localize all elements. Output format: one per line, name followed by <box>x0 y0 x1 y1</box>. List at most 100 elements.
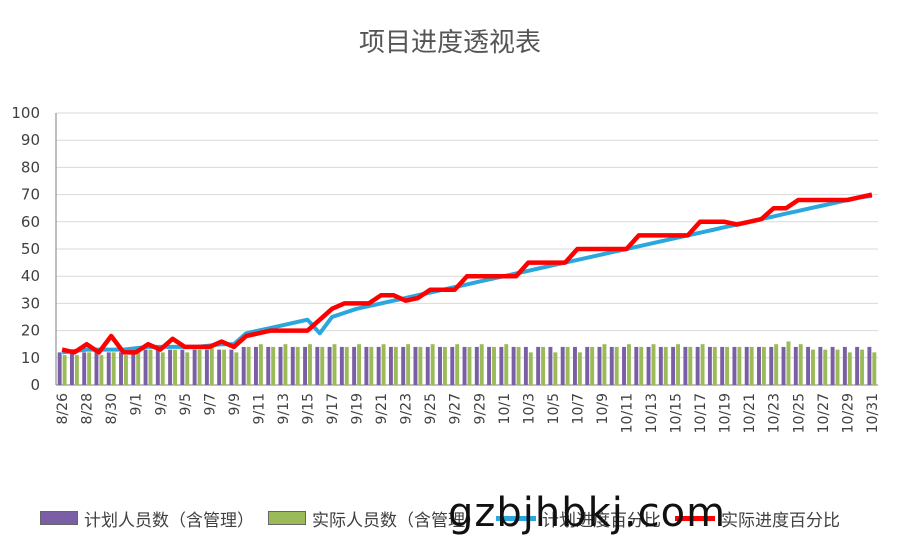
x-tick-label: 9/17 <box>325 393 341 424</box>
bar-planned-staff <box>94 352 99 385</box>
bar-planned-staff <box>622 346 626 385</box>
bar-planned-staff <box>793 346 798 385</box>
bar-planned-staff <box>646 346 651 385</box>
x-tick-label: 10/23 <box>767 393 783 433</box>
x-tick-label: 10/25 <box>791 393 807 433</box>
bar-planned-staff <box>769 346 774 385</box>
bar-actual-staff <box>74 355 79 385</box>
bar-actual-staff <box>258 344 263 385</box>
bar-planned-staff <box>855 346 860 385</box>
bar-actual-staff <box>479 344 484 385</box>
bar-planned-staff <box>217 349 222 385</box>
bar-planned-staff <box>474 346 479 385</box>
bar-planned-staff <box>376 346 381 385</box>
chart-legend: 计划人员数（含管理） 实际人员数（含管理） 计划进度百分比 实际进度百分比 <box>40 504 900 532</box>
bar-actual-staff <box>774 344 779 385</box>
legend-swatch-actual-staff <box>268 511 306 525</box>
bar-planned-staff <box>548 346 553 385</box>
bar-planned-staff <box>511 346 516 385</box>
bar-actual-staff <box>835 349 840 385</box>
bar-planned-staff <box>806 346 811 385</box>
legend-swatch-actual-progress <box>675 515 715 521</box>
bar-actual-staff <box>528 352 533 385</box>
x-tick-label: 10/27 <box>816 393 832 433</box>
bar-actual-staff <box>381 344 386 385</box>
watermark-text: gzbjhbkj.com <box>448 490 727 536</box>
legend-label-planned-progress: 计划进度百分比 <box>542 510 661 531</box>
y-tick-label: 30 <box>21 294 40 312</box>
bar-actual-staff <box>860 349 865 385</box>
x-tick-label: 9/21 <box>374 393 390 424</box>
legend-item-actual-progress: 实际进度百分比 <box>675 506 840 531</box>
bar-actual-staff <box>99 355 104 385</box>
x-tick-label: 9/3 <box>153 393 169 416</box>
y-tick-label: 100 <box>11 104 40 122</box>
bar-actual-staff <box>234 352 239 385</box>
y-tick-label: 90 <box>21 131 40 149</box>
bar-planned-staff <box>388 346 393 385</box>
x-tick-label: 8/26 <box>55 393 71 425</box>
bar-planned-staff <box>254 346 258 385</box>
bar-actual-staff <box>651 344 656 385</box>
bar-planned-staff <box>425 346 430 385</box>
bar-planned-staff <box>609 346 614 385</box>
bar-actual-staff <box>209 346 214 385</box>
bar-planned-staff <box>82 352 87 385</box>
bar-actual-staff <box>492 346 496 385</box>
y-tick-label: 80 <box>21 158 40 176</box>
bar-planned-staff <box>683 346 688 385</box>
bar-actual-staff <box>406 344 411 385</box>
bar-actual-staff <box>577 352 582 385</box>
bar-planned-staff <box>204 349 209 385</box>
bar-planned-staff <box>413 346 418 385</box>
bar-planned-staff <box>364 346 369 385</box>
bar-actual-staff <box>160 352 165 385</box>
bar-planned-staff <box>106 352 111 385</box>
bar-planned-staff <box>339 346 344 385</box>
bar-planned-staff <box>867 346 872 385</box>
x-tick-label: 10/13 <box>644 393 660 433</box>
bar-actual-staff <box>847 352 852 385</box>
x-tick-label: 10/31 <box>865 393 881 433</box>
bar-actual-staff <box>418 346 423 385</box>
bar-planned-staff <box>597 346 602 385</box>
bar-actual-staff <box>798 344 803 385</box>
x-tick-label: 10/9 <box>595 393 611 424</box>
bar-actual-staff <box>725 346 730 385</box>
y-tick-label: 10 <box>21 349 40 367</box>
x-tick-label: 9/25 <box>423 393 439 424</box>
x-tick-label: 10/15 <box>669 393 685 433</box>
x-tick-label: 10/29 <box>840 393 856 433</box>
x-tick-label: 9/27 <box>448 393 464 424</box>
bar-actual-staff <box>173 349 177 385</box>
bar-actual-staff <box>504 344 509 385</box>
bar-planned-staff <box>438 346 442 385</box>
bar-planned-staff <box>634 346 639 385</box>
bar-actual-staff <box>62 355 67 385</box>
bar-planned-staff <box>560 346 565 385</box>
bar-planned-staff <box>155 349 160 385</box>
bar-actual-staff <box>344 346 349 385</box>
bar-actual-staff <box>320 346 325 385</box>
x-tick-label: 10/7 <box>570 393 586 424</box>
x-tick-label: 9/11 <box>251 393 267 424</box>
x-tick-label: 9/1 <box>129 393 145 416</box>
x-tick-label: 10/11 <box>619 393 635 433</box>
bar-actual-staff <box>332 344 337 385</box>
bar-actual-staff <box>369 346 374 385</box>
line-actual-progress <box>61 192 873 355</box>
x-tick-label: 9/7 <box>202 393 218 416</box>
legend-swatch-planned-staff <box>40 511 78 525</box>
y-tick-label: 50 <box>21 240 40 258</box>
bar-actual-staff <box>185 352 190 385</box>
x-tick-label: 10/19 <box>718 393 734 433</box>
x-tick-label: 9/9 <box>227 393 243 416</box>
x-tick-label: 9/13 <box>276 393 292 424</box>
bar-planned-staff <box>352 346 357 385</box>
bar-planned-staff <box>131 349 136 385</box>
bar-planned-staff <box>401 346 406 385</box>
y-tick-label: 40 <box>21 267 40 285</box>
bar-actual-staff <box>455 344 460 385</box>
bar-actual-staff <box>222 349 227 385</box>
